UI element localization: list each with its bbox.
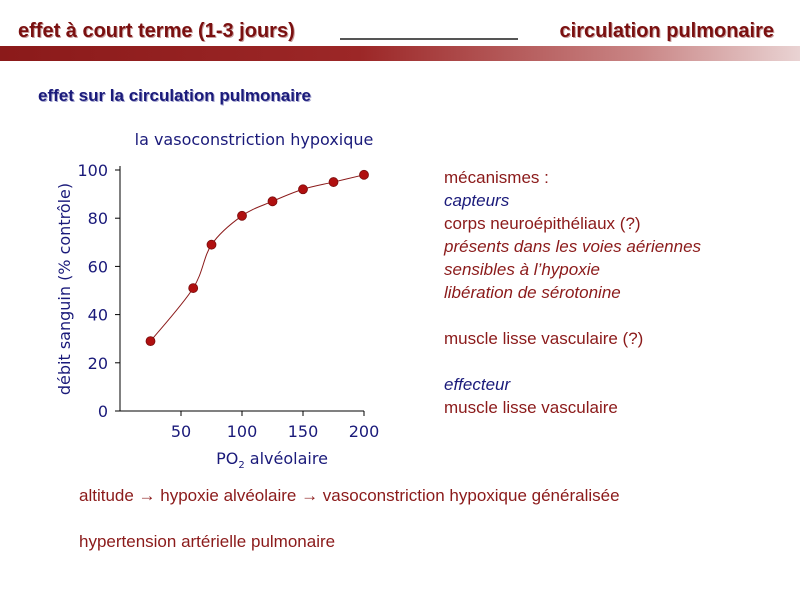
- y-ticks: 0 20 40 60 80 100: [77, 161, 120, 421]
- y-tick-label: 40: [88, 306, 108, 325]
- x-tick-label: 50: [171, 422, 191, 441]
- header-right-title: circulation pulmonaire: [559, 20, 774, 42]
- y-tick-label: 0: [98, 402, 108, 421]
- x-tick-label: 100: [227, 422, 258, 441]
- x-tick-label: 200: [349, 422, 380, 441]
- effector-label: effecteur: [444, 375, 511, 394]
- y-tick-label: 60: [88, 257, 108, 276]
- y-axis-label: débit sanguin (% contrôle): [55, 183, 74, 395]
- data-points: [145, 169, 369, 347]
- causal-chain-text: altitude → hypoxie alvéolaire → vasocons…: [79, 486, 620, 505]
- sensors-label: capteurs: [444, 191, 510, 210]
- data-point: [267, 196, 278, 207]
- data-point: [298, 184, 308, 195]
- x-axis-label: PO2 alvéolaire: [216, 449, 328, 471]
- sensor-detail-sensitivity: sensibles à l’hypoxie: [444, 260, 600, 279]
- mechanisms-panel: mécanismes : capteurs corps neuroépithél…: [444, 166, 701, 419]
- y-tick-label: 100: [77, 161, 108, 180]
- x-axis-label-main: PO: [216, 449, 238, 468]
- conclusion-text: hypertension artérielle pulmonaire: [79, 532, 336, 551]
- data-point: [328, 177, 339, 187]
- data-point: [145, 336, 156, 347]
- header-band: [0, 46, 800, 61]
- x-tick-label: 150: [288, 422, 319, 441]
- y-tick-label: 80: [88, 209, 108, 228]
- data-point: [237, 210, 247, 221]
- data-point: [359, 169, 369, 180]
- x-axis-label-sub: 2: [238, 460, 244, 471]
- x-axis-label-rest: alvéolaire: [245, 449, 328, 468]
- series-line: [150, 174, 365, 342]
- effector-name: muscle lisse vasculaire: [444, 398, 618, 417]
- data-point: [206, 239, 217, 250]
- x-ticks: 50 100 150 200: [171, 411, 379, 441]
- slide-subtitle: effet sur la circulation pulmonaire: [38, 86, 312, 105]
- header-left-title: effet à court terme (1-3 jours): [18, 20, 295, 42]
- sensor-detail-release: libération de sérotonine: [444, 283, 621, 302]
- y-tick-label: 20: [88, 354, 108, 373]
- sensor-alt: muscle lisse vasculaire (?): [444, 329, 644, 348]
- header-divider-line: [340, 38, 518, 40]
- mechanisms-heading: mécanismes :: [444, 168, 549, 187]
- chart-title: la vasoconstriction hypoxique: [135, 130, 374, 149]
- sensor-name: corps neuroépithéliaux (?): [444, 214, 641, 233]
- data-point: [188, 283, 199, 293]
- sensor-detail-location: présents dans les voies aériennes: [444, 237, 702, 256]
